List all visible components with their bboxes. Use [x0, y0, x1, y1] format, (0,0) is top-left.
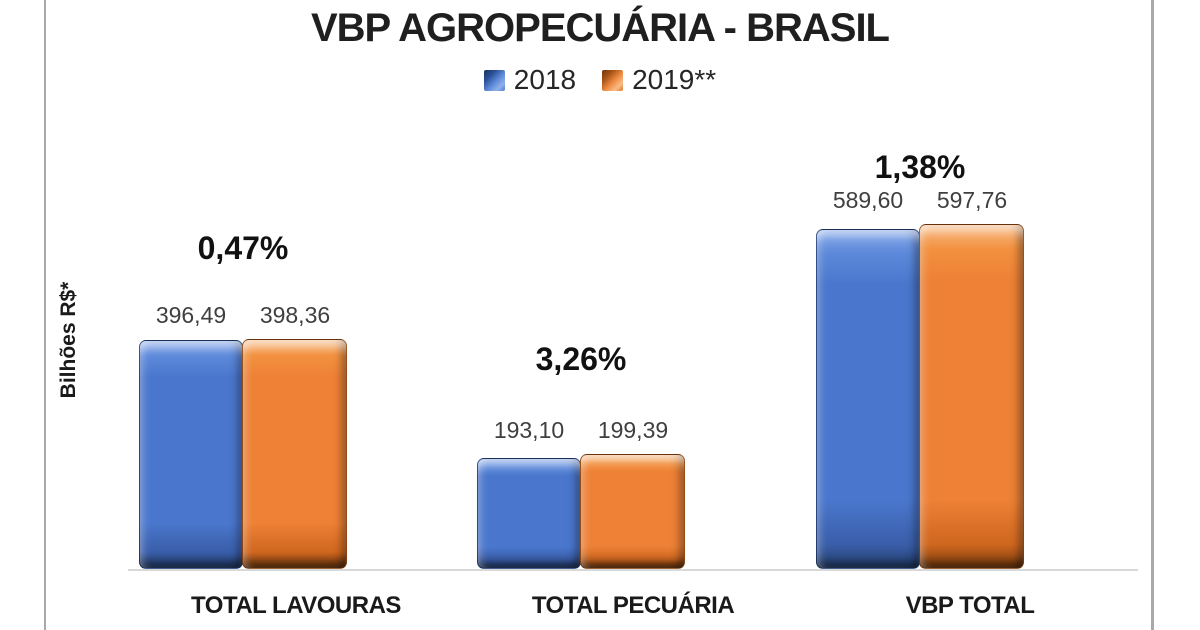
pct-change-label: 3,26%	[535, 341, 627, 377]
value-label-2018: 396,49	[155, 302, 227, 328]
category-label: TOTAL PECUÁRIA	[531, 592, 735, 619]
right-border-line	[1151, 0, 1154, 630]
legend-marker-2018-icon	[483, 69, 505, 91]
bar-2018	[139, 340, 243, 569]
value-label-2019: 199,39	[597, 417, 669, 443]
bar-2019	[242, 339, 347, 569]
x-axis-line	[128, 569, 1138, 571]
value-label-2018: 589,60	[832, 187, 904, 213]
value-label-2019: 597,76	[936, 187, 1008, 213]
legend-label-2019: 2019**	[632, 64, 717, 95]
legend-item-2019: 2019**	[602, 64, 716, 96]
value-label-2019: 398,36	[259, 302, 331, 328]
left-border-line	[44, 0, 46, 630]
pct-change-label: 0,47%	[197, 230, 289, 266]
value-labels: 396,49 398,36	[139, 302, 347, 329]
legend-marker-2019-icon	[602, 69, 624, 91]
bar-2018	[477, 458, 581, 569]
bar-2018	[816, 229, 920, 569]
value-labels: 193,10 199,39	[477, 417, 685, 444]
pct-change-label: 1,38%	[874, 149, 966, 185]
category-label: VBP TOTAL	[905, 592, 1035, 619]
legend: 2018 2019**	[0, 64, 1200, 96]
category-label: TOTAL LAVOURAS	[191, 592, 401, 619]
legend-item-2018: 2018	[483, 64, 577, 96]
bar-2019	[580, 454, 685, 569]
legend-label-2018: 2018	[513, 64, 577, 95]
value-labels: 589,60 597,76	[816, 187, 1024, 214]
chart-title: VBP AGROPECUÁRIA - BRASIL	[310, 6, 890, 50]
value-label-2018: 193,10	[493, 417, 565, 443]
bar-2019	[919, 224, 1024, 569]
